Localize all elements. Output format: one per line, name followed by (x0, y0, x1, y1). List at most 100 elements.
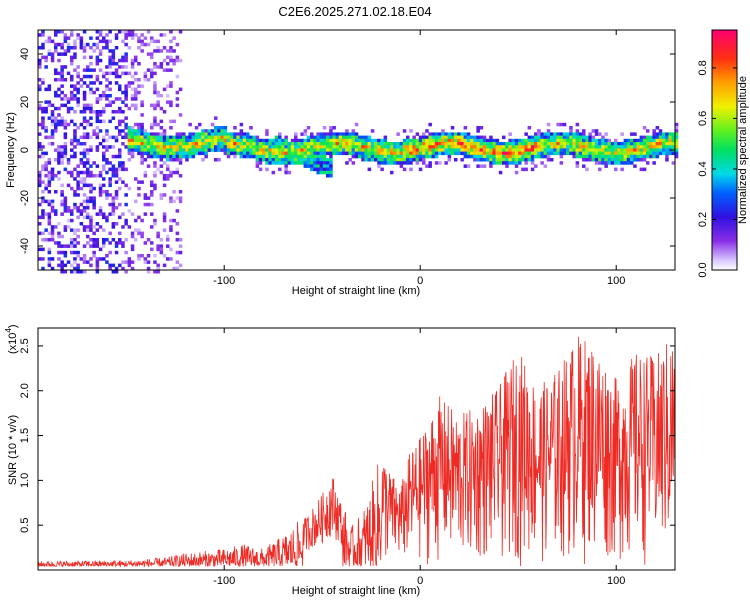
heatmap-cell (166, 151, 170, 156)
heatmap-cell (582, 138, 586, 143)
heatmap-cell (108, 49, 112, 53)
heatmap-cell (268, 154, 272, 159)
heatmap-cell (95, 78, 100, 82)
heatmap-cell (425, 129, 429, 133)
heatmap-cell (41, 33, 45, 37)
heatmap-cell (620, 154, 624, 159)
heatmap-cell (249, 145, 253, 149)
heatmap-cell (50, 167, 55, 172)
heatmap-cell (166, 138, 170, 143)
heatmap-cell (124, 126, 128, 130)
heatmap-cell (153, 81, 157, 85)
heatmap-cell (479, 158, 484, 162)
heatmap-cell (63, 254, 68, 258)
heatmap-cell (98, 209, 103, 213)
heatmap-cell (118, 241, 122, 245)
heatmap-cell (146, 135, 151, 140)
heatmap-cell (63, 97, 68, 101)
heatmap-cell (281, 161, 285, 165)
heatmap-cell (326, 158, 330, 162)
heatmap-cell (63, 148, 68, 152)
heatmap-cell (639, 142, 644, 146)
heatmap-cell (57, 148, 61, 152)
heatmap-cell (460, 132, 464, 136)
heatmap-cell (399, 151, 404, 156)
heatmap-cell (418, 158, 423, 162)
heatmap-cell (76, 164, 80, 168)
heatmap-cell (134, 129, 138, 133)
heatmap-cell (617, 151, 621, 156)
heatmap-cell (262, 138, 266, 143)
heatmap-cell (188, 135, 192, 140)
heatmap-cell (313, 158, 317, 162)
heatmap-cell (649, 142, 653, 146)
heatmap-cell (319, 132, 324, 136)
heatmap-cell (134, 33, 138, 37)
heatmap-cell (73, 167, 77, 172)
heatmap-cell (121, 119, 125, 124)
heatmap-cell (514, 148, 519, 152)
heatmap-cell (646, 129, 650, 133)
heatmap-cell (82, 132, 87, 136)
heatmap-cell (572, 154, 576, 159)
heatmap-cell (124, 33, 128, 37)
heatmap-cell (178, 190, 183, 194)
heatmap-cell (495, 142, 500, 146)
heatmap-cell (505, 154, 509, 159)
heatmap-cell (207, 142, 212, 146)
heatmap-cell (137, 78, 141, 82)
heatmap-cell (114, 46, 119, 50)
heatmap-cell (82, 119, 87, 124)
heatmap-cell (620, 142, 624, 146)
heatmap-cell (406, 151, 410, 156)
heatmap-cell (121, 90, 125, 95)
heatmap-cell (274, 158, 279, 162)
heatmap-cell (454, 148, 458, 152)
heatmap-cell (396, 145, 400, 149)
heatmap-cell (134, 58, 138, 63)
heatmap-cell (434, 138, 439, 143)
heatmap-cell (121, 65, 125, 69)
heatmap-cell (54, 94, 58, 98)
heatmap-cell (377, 138, 381, 143)
heatmap-cell (662, 132, 666, 136)
heatmap-cell (412, 138, 416, 143)
heatmap-cell (418, 148, 423, 152)
heatmap-cell (585, 148, 589, 152)
heatmap-cell (54, 209, 58, 213)
heatmap-cell (44, 100, 48, 104)
heatmap-cell (508, 138, 512, 143)
heatmap-cell (130, 33, 135, 37)
heatmap-cell (559, 151, 564, 156)
heatmap-cell (466, 135, 471, 140)
heatmap-cell (143, 257, 148, 261)
heatmap-cell (191, 138, 196, 143)
heatmap-cell (82, 206, 87, 210)
heatmap-cell (313, 167, 317, 172)
heatmap-cell (316, 135, 320, 140)
heatmap-cell (134, 199, 138, 204)
heatmap-cell (124, 193, 128, 197)
heatmap-cell (162, 215, 167, 220)
heatmap-cell (578, 138, 583, 143)
heatmap-cell (262, 151, 266, 156)
heatmap-cell (258, 138, 263, 143)
heatmap-cell (495, 138, 500, 143)
heatmap-cell (479, 142, 484, 146)
heatmap-cell (284, 158, 288, 162)
colorbar-tick-label: 0.2 (697, 212, 709, 227)
heatmap-cell (92, 199, 96, 204)
heatmap-cell (287, 161, 292, 165)
heatmap-cell (239, 154, 244, 159)
heatmap-cell (172, 135, 176, 140)
heatmap-cell (604, 154, 608, 159)
heatmap-cell (70, 250, 74, 255)
heatmap-cell (57, 151, 61, 156)
heatmap-cell (178, 113, 183, 117)
heatmap-cell (73, 228, 77, 232)
heatmap-cell (57, 234, 61, 239)
heatmap-cell (159, 33, 164, 37)
heatmap-cell (73, 122, 77, 127)
heatmap-cell (479, 151, 484, 156)
heatmap-cell (114, 174, 119, 178)
